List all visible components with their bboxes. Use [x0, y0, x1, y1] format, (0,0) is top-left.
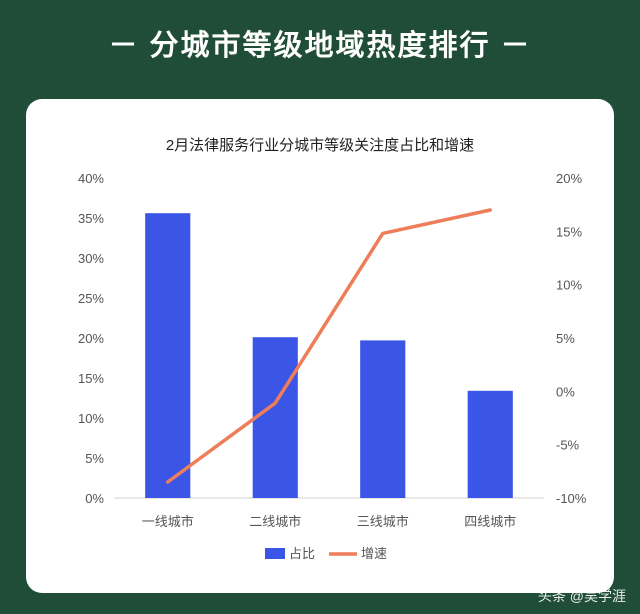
left-tick-label: 15%: [78, 371, 104, 386]
combo-chart: 2月法律服务行业分城市等级关注度占比和增速 0% 5% 10% 15% 20% 25% 30…: [78, 136, 587, 561]
right-tick-label: 5%: [556, 331, 575, 346]
right-tick-label: 15%: [556, 224, 582, 239]
right-tick-label: -5%: [556, 438, 580, 453]
left-tick-label: 5%: [85, 451, 104, 466]
category-label: 二线城市: [249, 514, 301, 529]
right-tick-label: -10%: [556, 491, 587, 506]
bar-1: [145, 213, 191, 498]
right-tick-label: 0%: [556, 384, 575, 399]
left-tick-label: 10%: [78, 411, 104, 426]
left-tick-label: 30%: [78, 251, 104, 266]
bar-2: [252, 337, 298, 498]
category-label: 一线城市: [142, 514, 194, 529]
left-tick-label: 25%: [78, 291, 104, 306]
legend-label-bar: 占比: [289, 546, 315, 561]
chart-card: 2月法律服务行业分城市等级关注度占比和增速 0% 5% 10% 15% 20% 25% 30…: [26, 99, 614, 593]
line-series: [166, 208, 492, 484]
category-label: 四线城市: [464, 514, 516, 529]
page-title: － 分城市等级地域热度排行 －: [108, 30, 532, 62]
watermark-text: 头条 @吴学涯: [537, 588, 626, 604]
right-tick-label: 20%: [556, 171, 582, 186]
category-label: 三线城市: [357, 514, 409, 529]
growth-line: [166, 208, 492, 484]
bar-3: [360, 340, 406, 498]
legend-label-line: 增速: [361, 546, 387, 561]
left-tick-label: 0%: [85, 491, 104, 506]
legend: 占比 增速: [265, 546, 387, 561]
chart-title: 2月法律服务行业分城市等级关注度占比和增速: [166, 136, 474, 154]
category-labels: 一线城市 二线城市 三线城市 四线城市: [142, 514, 517, 529]
legend-swatch-bar: [265, 548, 285, 559]
right-axis-ticks: -10% -5% 0% 5% 10% 15% 20%: [556, 171, 587, 506]
bar-4: [467, 390, 513, 498]
left-tick-label: 35%: [78, 211, 104, 226]
left-axis-ticks: 0% 5% 10% 15% 20% 25% 30% 35% 40%: [78, 171, 104, 506]
bar-series: [145, 213, 513, 498]
left-tick-label: 40%: [78, 171, 104, 186]
right-tick-label: 10%: [556, 278, 582, 293]
left-tick-label: 20%: [78, 331, 104, 346]
